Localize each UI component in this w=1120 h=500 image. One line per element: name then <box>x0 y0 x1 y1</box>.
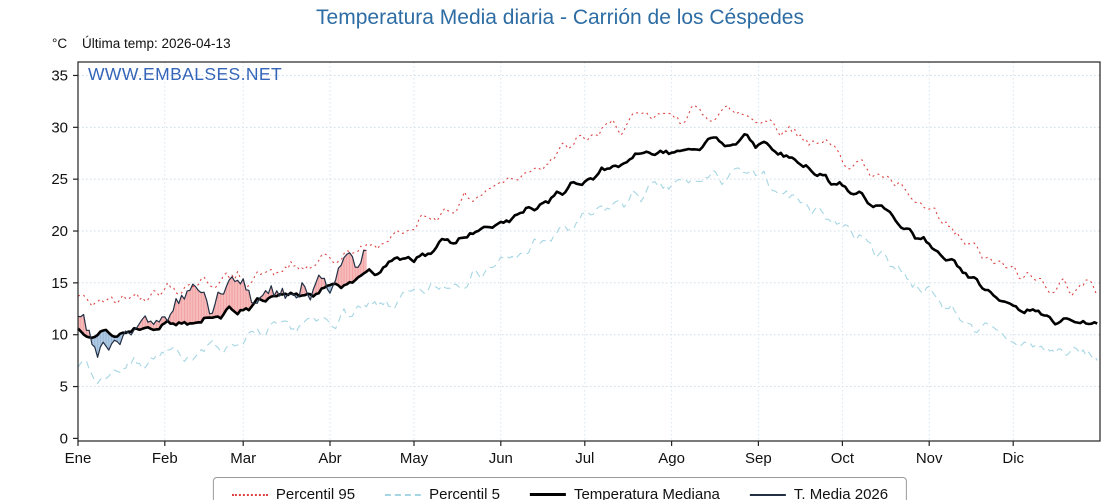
t-media-2026-line-icon <box>749 493 786 496</box>
chart-title: Temperatura Media diaria - Carrión de lo… <box>316 6 804 29</box>
legend-label: T. Media 2026 <box>793 486 889 500</box>
percentil-95-line-icon <box>231 493 268 496</box>
svg-text:0: 0 <box>60 430 68 447</box>
svg-text:Ago: Ago <box>658 450 685 467</box>
svg-text:Dic: Dic <box>1002 450 1024 467</box>
legend-item-percentil-95: Percentil 95 <box>231 486 356 500</box>
svg-text:Mar: Mar <box>230 450 256 467</box>
svg-text:Abr: Abr <box>318 450 341 467</box>
svg-text:25: 25 <box>51 171 68 188</box>
percentil-5-line-icon <box>385 493 422 496</box>
svg-text:15: 15 <box>51 275 68 292</box>
last-temp-label: Última temp: 2026-04-13 <box>82 36 231 51</box>
legend-label: Temperatura Mediana <box>573 486 720 500</box>
svg-text:20: 20 <box>51 223 68 240</box>
svg-text:Nov: Nov <box>916 450 943 467</box>
svg-text:Jun: Jun <box>489 450 513 467</box>
svg-text:5: 5 <box>60 379 68 396</box>
y-axis-unit-label: °C <box>52 36 68 51</box>
svg-text:May: May <box>400 450 429 467</box>
chart-legend: Percentil 95 Percentil 5 Temperatura Med… <box>212 477 908 500</box>
legend-label: Percentil 95 <box>275 486 356 500</box>
watermark-text: WWW.EMBALSES.NET <box>88 64 283 84</box>
temperatura-mediana-line-icon <box>529 493 566 496</box>
svg-text:Jul: Jul <box>575 450 594 467</box>
svg-text:35: 35 <box>51 67 68 84</box>
svg-text:Oct: Oct <box>831 450 855 467</box>
legend-item-t-media-2026: T. Media 2026 <box>749 486 889 500</box>
legend-label: Percentil 5 <box>429 486 500 500</box>
svg-text:30: 30 <box>51 119 68 136</box>
legend-item-percentil-5: Percentil 5 <box>385 486 500 500</box>
svg-text:Sep: Sep <box>745 450 772 467</box>
svg-text:Feb: Feb <box>152 450 178 467</box>
svg-text:10: 10 <box>51 327 68 344</box>
legend-item-mediana: Temperatura Mediana <box>529 486 720 500</box>
svg-text:Ene: Ene <box>65 450 92 467</box>
